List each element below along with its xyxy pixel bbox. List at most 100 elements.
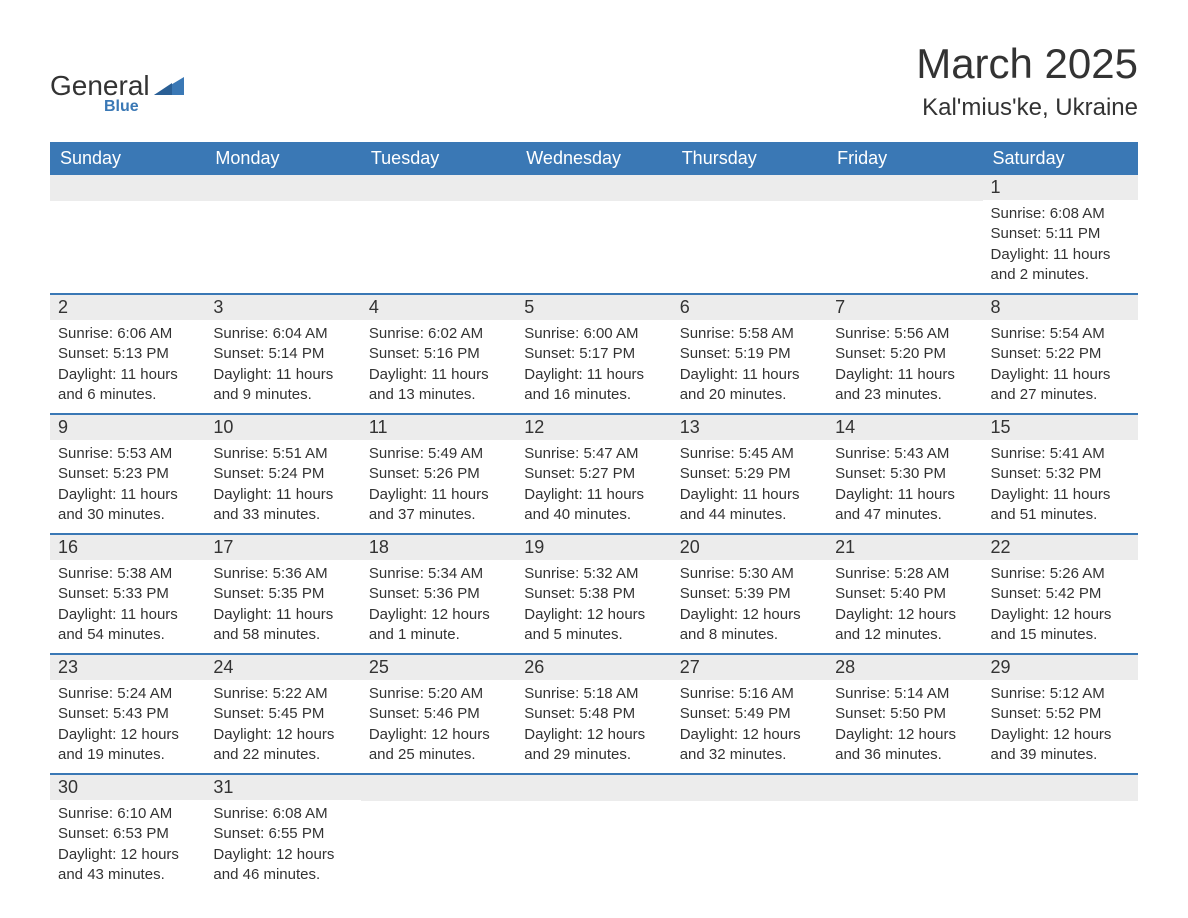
- day-cell: 26Sunrise: 5:18 AMSunset: 5:48 PMDayligh…: [516, 654, 671, 774]
- logo: General Blue: [50, 70, 184, 116]
- day-number: 26: [516, 655, 671, 680]
- sunset: Sunset: 5:42 PM: [991, 584, 1130, 604]
- empty-day: [50, 175, 205, 201]
- day-header: Monday: [205, 142, 360, 175]
- sunset: Sunset: 5:52 PM: [991, 704, 1130, 724]
- day-number: 16: [50, 535, 205, 560]
- daylight: Daylight: 11 hours and 58 minutes.: [213, 605, 352, 646]
- day-info: Sunrise: 5:53 AMSunset: 5:23 PMDaylight:…: [50, 440, 205, 533]
- daylight: Daylight: 11 hours and 40 minutes.: [524, 485, 663, 526]
- sunrise: Sunrise: 5:38 AM: [58, 564, 197, 584]
- empty-day: [983, 775, 1138, 801]
- day-number: 31: [205, 775, 360, 800]
- day-info: Sunrise: 5:43 AMSunset: 5:30 PMDaylight:…: [827, 440, 982, 533]
- day-info: Sunrise: 5:58 AMSunset: 5:19 PMDaylight:…: [672, 320, 827, 413]
- daylight: Daylight: 11 hours and 9 minutes.: [213, 365, 352, 406]
- day-cell: 22Sunrise: 5:26 AMSunset: 5:42 PMDayligh…: [983, 534, 1138, 654]
- day-info: Sunrise: 5:38 AMSunset: 5:33 PMDaylight:…: [50, 560, 205, 653]
- empty-day: [361, 775, 516, 801]
- day-info: Sunrise: 5:32 AMSunset: 5:38 PMDaylight:…: [516, 560, 671, 653]
- day-info: Sunrise: 5:18 AMSunset: 5:48 PMDaylight:…: [516, 680, 671, 773]
- day-cell: [205, 175, 360, 294]
- empty-day: [361, 175, 516, 201]
- sunrise: Sunrise: 5:18 AM: [524, 684, 663, 704]
- day-cell: 10Sunrise: 5:51 AMSunset: 5:24 PMDayligh…: [205, 414, 360, 534]
- header: General Blue March 2025 Kal'mius'ke, Ukr…: [50, 40, 1138, 122]
- day-number: 28: [827, 655, 982, 680]
- day-cell: 29Sunrise: 5:12 AMSunset: 5:52 PMDayligh…: [983, 654, 1138, 774]
- daylight: Daylight: 12 hours and 39 minutes.: [991, 725, 1130, 766]
- empty-day: [672, 175, 827, 201]
- sunrise: Sunrise: 5:53 AM: [58, 444, 197, 464]
- sunset: Sunset: 5:33 PM: [58, 584, 197, 604]
- sunrise: Sunrise: 6:06 AM: [58, 324, 197, 344]
- day-info: Sunrise: 5:14 AMSunset: 5:50 PMDaylight:…: [827, 680, 982, 773]
- day-number: 20: [672, 535, 827, 560]
- day-number: 11: [361, 415, 516, 440]
- daylight: Daylight: 11 hours and 33 minutes.: [213, 485, 352, 526]
- sunrise: Sunrise: 5:28 AM: [835, 564, 974, 584]
- daylight: Daylight: 11 hours and 2 minutes.: [991, 245, 1130, 286]
- day-header: Saturday: [983, 142, 1138, 175]
- day-cell: 23Sunrise: 5:24 AMSunset: 5:43 PMDayligh…: [50, 654, 205, 774]
- sunrise: Sunrise: 5:30 AM: [680, 564, 819, 584]
- day-info: Sunrise: 6:06 AMSunset: 5:13 PMDaylight:…: [50, 320, 205, 413]
- sunset: Sunset: 5:24 PM: [213, 464, 352, 484]
- daylight: Daylight: 12 hours and 29 minutes.: [524, 725, 663, 766]
- day-number: 17: [205, 535, 360, 560]
- daylight: Daylight: 12 hours and 19 minutes.: [58, 725, 197, 766]
- daylight: Daylight: 11 hours and 6 minutes.: [58, 365, 197, 406]
- daylight: Daylight: 12 hours and 25 minutes.: [369, 725, 508, 766]
- day-info: Sunrise: 6:02 AMSunset: 5:16 PMDaylight:…: [361, 320, 516, 413]
- sunrise: Sunrise: 6:08 AM: [991, 204, 1130, 224]
- day-info: Sunrise: 5:34 AMSunset: 5:36 PMDaylight:…: [361, 560, 516, 653]
- day-cell: 28Sunrise: 5:14 AMSunset: 5:50 PMDayligh…: [827, 654, 982, 774]
- day-info: Sunrise: 5:47 AMSunset: 5:27 PMDaylight:…: [516, 440, 671, 533]
- day-cell: [516, 774, 671, 893]
- sunset: Sunset: 5:46 PM: [369, 704, 508, 724]
- sunset: Sunset: 5:45 PM: [213, 704, 352, 724]
- day-info: Sunrise: 5:22 AMSunset: 5:45 PMDaylight:…: [205, 680, 360, 773]
- empty-day: [672, 775, 827, 801]
- daylight: Daylight: 11 hours and 51 minutes.: [991, 485, 1130, 526]
- daylight: Daylight: 11 hours and 44 minutes.: [680, 485, 819, 526]
- day-info: Sunrise: 6:00 AMSunset: 5:17 PMDaylight:…: [516, 320, 671, 413]
- daylight: Daylight: 12 hours and 32 minutes.: [680, 725, 819, 766]
- daylight: Daylight: 11 hours and 30 minutes.: [58, 485, 197, 526]
- sunset: Sunset: 5:50 PM: [835, 704, 974, 724]
- day-number: 18: [361, 535, 516, 560]
- sunrise: Sunrise: 5:47 AM: [524, 444, 663, 464]
- day-cell: 17Sunrise: 5:36 AMSunset: 5:35 PMDayligh…: [205, 534, 360, 654]
- daylight: Daylight: 12 hours and 43 minutes.: [58, 845, 197, 886]
- daylight: Daylight: 11 hours and 47 minutes.: [835, 485, 974, 526]
- day-info: Sunrise: 5:26 AMSunset: 5:42 PMDaylight:…: [983, 560, 1138, 653]
- daylight: Daylight: 11 hours and 20 minutes.: [680, 365, 819, 406]
- sunrise: Sunrise: 6:04 AM: [213, 324, 352, 344]
- sunset: Sunset: 5:36 PM: [369, 584, 508, 604]
- day-cell: 20Sunrise: 5:30 AMSunset: 5:39 PMDayligh…: [672, 534, 827, 654]
- sunrise: Sunrise: 5:22 AM: [213, 684, 352, 704]
- sunset: Sunset: 5:49 PM: [680, 704, 819, 724]
- sunrise: Sunrise: 5:14 AM: [835, 684, 974, 704]
- day-cell: [827, 175, 982, 294]
- header-right: March 2025 Kal'mius'ke, Ukraine: [916, 40, 1138, 122]
- sunset: Sunset: 5:19 PM: [680, 344, 819, 364]
- sunset: Sunset: 6:55 PM: [213, 824, 352, 844]
- day-cell: 24Sunrise: 5:22 AMSunset: 5:45 PMDayligh…: [205, 654, 360, 774]
- sunrise: Sunrise: 5:16 AM: [680, 684, 819, 704]
- sunset: Sunset: 5:32 PM: [991, 464, 1130, 484]
- day-cell: 25Sunrise: 5:20 AMSunset: 5:46 PMDayligh…: [361, 654, 516, 774]
- day-number: 24: [205, 655, 360, 680]
- sunset: Sunset: 5:20 PM: [835, 344, 974, 364]
- sunset: Sunset: 5:27 PM: [524, 464, 663, 484]
- location: Kal'mius'ke, Ukraine: [916, 94, 1138, 122]
- week-row: 1Sunrise: 6:08 AMSunset: 5:11 PMDaylight…: [50, 175, 1138, 294]
- sunset: Sunset: 5:11 PM: [991, 224, 1130, 244]
- sunset: Sunset: 5:29 PM: [680, 464, 819, 484]
- day-number: 13: [672, 415, 827, 440]
- sunrise: Sunrise: 5:45 AM: [680, 444, 819, 464]
- day-cell: 3Sunrise: 6:04 AMSunset: 5:14 PMDaylight…: [205, 294, 360, 414]
- day-number: 30: [50, 775, 205, 800]
- day-number: 2: [50, 295, 205, 320]
- sunrise: Sunrise: 6:10 AM: [58, 804, 197, 824]
